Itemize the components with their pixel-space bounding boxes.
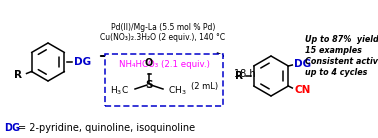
Text: Pd(II)/Mg-La (5.5 mol % Pd): Pd(II)/Mg-La (5.5 mol % Pd) xyxy=(111,23,215,32)
Text: DG: DG xyxy=(294,59,311,69)
Text: Consistent activity: Consistent activity xyxy=(305,57,378,66)
Text: NH₄HCO₃ (2.1 equiv.): NH₄HCO₃ (2.1 equiv.) xyxy=(119,60,209,69)
Text: Cu(NO₃)₂.3H₂O (2 equiv.), 140 °C: Cu(NO₃)₂.3H₂O (2 equiv.), 140 °C xyxy=(101,33,226,42)
Text: Up to 87%  yield: Up to 87% yield xyxy=(305,35,378,44)
Text: up to 4 cycles: up to 4 cycles xyxy=(305,68,367,77)
Text: 15 examples: 15 examples xyxy=(305,46,362,55)
Text: = 2-pyridine, quinoline, isoquinoline: = 2-pyridine, quinoline, isoquinoline xyxy=(18,123,195,133)
Text: O: O xyxy=(145,58,153,68)
Bar xyxy=(105,54,223,106)
Text: R: R xyxy=(14,70,22,79)
Text: (2 mL): (2 mL) xyxy=(191,83,218,91)
Text: CH$_3$: CH$_3$ xyxy=(168,85,187,97)
Text: DG: DG xyxy=(74,57,91,67)
Text: 18 h: 18 h xyxy=(234,69,256,79)
Text: H$_3$C: H$_3$C xyxy=(110,85,129,97)
Text: DG: DG xyxy=(4,123,20,133)
Text: R: R xyxy=(235,71,243,81)
Text: S: S xyxy=(145,80,153,90)
Text: CN: CN xyxy=(294,85,311,95)
